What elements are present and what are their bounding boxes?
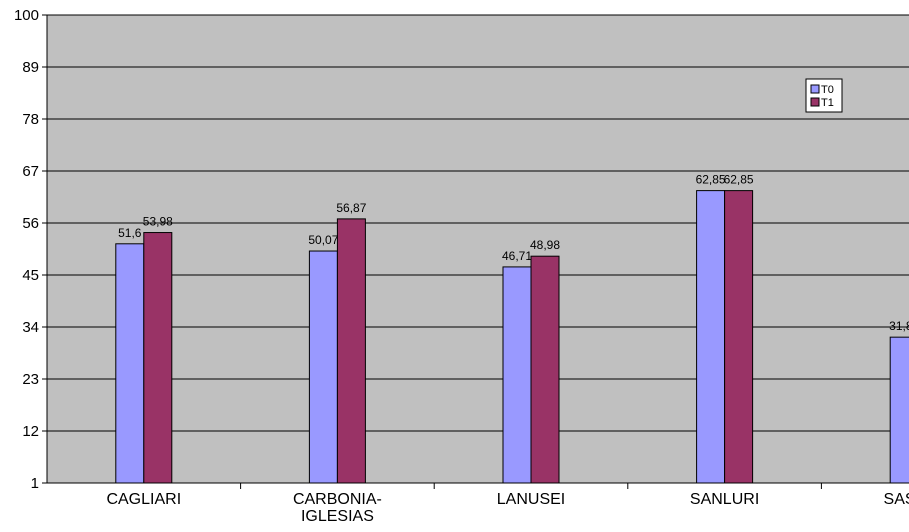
y-tick-label: 1 xyxy=(31,475,39,492)
y-tick-label: 56 xyxy=(22,215,39,232)
legend-swatch-t0 xyxy=(810,84,820,94)
data-label: 51,6 xyxy=(118,226,142,240)
bar-t0 xyxy=(115,243,145,484)
bar-t1 xyxy=(336,218,366,484)
x-category-label: CARBONIA- xyxy=(293,491,382,508)
gridlines xyxy=(47,14,909,432)
y-tick-label: 89 xyxy=(22,59,39,76)
x-category-label: CAGLIARI xyxy=(106,491,181,508)
bar-t1 xyxy=(530,255,560,484)
plot-area xyxy=(47,15,909,483)
y-tick-label: 23 xyxy=(22,371,39,388)
y-tick-label: 45 xyxy=(22,267,39,284)
data-label: 56,87 xyxy=(336,201,366,215)
y-tick-label: 78 xyxy=(22,111,39,128)
legend-swatch-t1 xyxy=(810,97,820,107)
data-label: 31,85 xyxy=(889,319,909,333)
data-label: 62,85 xyxy=(724,173,754,187)
data-label: 46,71 xyxy=(502,249,532,263)
data-labels: 51,6 50,07 46,71 62,85 31,85 53,98 56,87 48,98 6… xyxy=(118,173,909,334)
legend-label-t1: T1 xyxy=(821,97,834,109)
bar-t0 xyxy=(308,250,338,484)
legend-label-t0: T0 xyxy=(821,84,834,96)
data-label: 48,98 xyxy=(530,238,560,252)
x-category-label: SANLURI xyxy=(690,491,759,508)
y-tick-label: 100 xyxy=(14,7,39,24)
y-tick-label: 67 xyxy=(22,163,39,180)
bar-t1 xyxy=(724,190,754,484)
x-category-label: SASSARI xyxy=(884,491,909,508)
data-label: 62,85 xyxy=(696,173,726,187)
axes: 1 12 23 34 45 56 67 78 89 100 CAGLIARI CARBONIA-IGL… xyxy=(14,7,909,525)
bars xyxy=(115,190,909,484)
y-tick-label: 12 xyxy=(22,423,39,440)
data-label: 50,07 xyxy=(308,233,338,247)
bar-t0 xyxy=(502,266,532,484)
data-label: 53,98 xyxy=(143,215,173,229)
bar-t0 xyxy=(696,190,726,484)
bar-t1 xyxy=(143,232,173,484)
x-category-label: IGLESIAS xyxy=(301,508,374,525)
y-tick-label: 34 xyxy=(22,319,39,336)
x-category-label: LANUSEI xyxy=(497,491,565,508)
bar-t0 xyxy=(889,336,909,484)
